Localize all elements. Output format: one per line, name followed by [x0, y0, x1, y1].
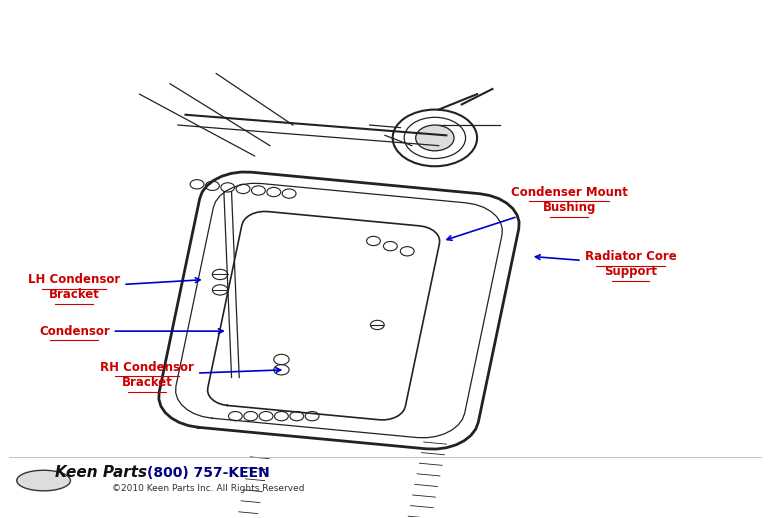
- Text: LH Condensor
Bracket: LH Condensor Bracket: [28, 274, 200, 301]
- Text: Condenser Mount
Bushing: Condenser Mount Bushing: [447, 186, 628, 240]
- Text: Keen Parts: Keen Parts: [55, 465, 147, 480]
- Circle shape: [416, 125, 454, 151]
- Text: Radiator Core
Support: Radiator Core Support: [535, 250, 676, 278]
- Text: ©2010 Keen Parts Inc. All Rights Reserved: ©2010 Keen Parts Inc. All Rights Reserve…: [112, 484, 305, 493]
- Ellipse shape: [17, 470, 70, 491]
- Text: Condensor: Condensor: [39, 325, 223, 338]
- Text: RH Condensor
Bracket: RH Condensor Bracket: [100, 361, 280, 389]
- Text: (800) 757-KEEN: (800) 757-KEEN: [147, 466, 270, 480]
